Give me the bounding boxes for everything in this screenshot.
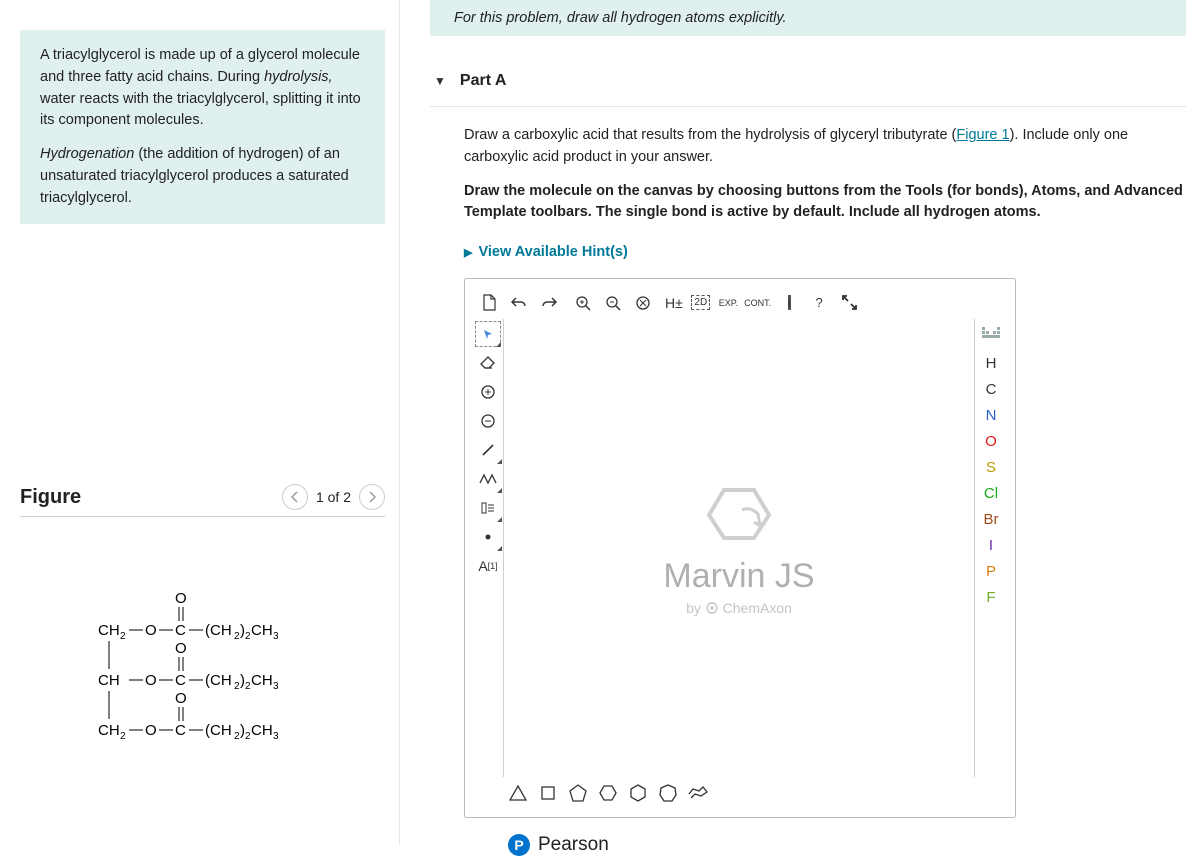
marvin-watermark: Marvin JS by ChemAxon	[663, 480, 814, 616]
hexagon-template[interactable]	[597, 782, 619, 804]
radical-tool[interactable]	[475, 524, 501, 550]
zoom-fit-button[interactable]	[629, 289, 657, 317]
theory-info-box: A triacylglycerol is made up of a glycer…	[20, 30, 385, 224]
info-button[interactable]: i	[775, 289, 803, 317]
contract-button[interactable]: CONT.	[742, 289, 773, 317]
info-paragraph-1: A triacylglycerol is made up of a glycer…	[40, 45, 365, 132]
left-toolbar: A[1]	[473, 319, 503, 777]
top-toolbar: H± 2D EXP. CONT. i ?	[473, 287, 1007, 319]
selection-tool[interactable]	[475, 321, 501, 347]
svg-text:CH: CH	[251, 672, 273, 689]
svg-text:3: 3	[273, 631, 279, 642]
svg-text:(CH: (CH	[205, 722, 232, 739]
2d-clean-button[interactable]: 2D	[687, 289, 715, 317]
undo-button[interactable]	[505, 289, 533, 317]
chain-tool[interactable]	[475, 466, 501, 492]
triangle-right-icon: ▶	[464, 245, 472, 262]
svg-text:CH: CH	[98, 672, 120, 689]
question-text-1: Draw a carboxylic acid that results from…	[464, 125, 1186, 169]
atom-i-button[interactable]: I	[978, 533, 1004, 559]
zoom-in-button[interactable]	[569, 289, 597, 317]
pearson-icon: P	[508, 834, 530, 856]
view-hints-button[interactable]: ▶ View Available Hint(s)	[464, 242, 628, 264]
svg-text:2: 2	[120, 731, 126, 742]
single-bond-tool[interactable]	[475, 437, 501, 463]
triangle-template[interactable]	[507, 782, 529, 804]
figure-next-button[interactable]	[359, 484, 385, 510]
atoms-toolbar: HCNOSClBrIPF	[975, 319, 1007, 777]
svg-text:CH: CH	[251, 622, 273, 639]
svg-text:O: O	[145, 672, 157, 689]
part-a-header[interactable]: ▼ Part A	[430, 62, 1186, 107]
instruction-banner: For this problem, draw all hydrogen atom…	[430, 0, 1186, 36]
svg-text:O: O	[175, 690, 187, 707]
charge-minus-tool[interactable]	[475, 408, 501, 434]
svg-text:C: C	[175, 672, 186, 689]
figure-1-link[interactable]: Figure 1	[956, 127, 1009, 143]
atom-n-button[interactable]: N	[978, 403, 1004, 429]
svg-text:CH: CH	[251, 722, 273, 739]
svg-text:3: 3	[273, 681, 279, 692]
svg-text:O: O	[175, 590, 187, 607]
pearson-branding: P Pearson	[508, 834, 1186, 856]
isotope-tool[interactable]: A[1]	[475, 553, 501, 579]
square-template[interactable]	[537, 782, 559, 804]
help-button[interactable]: ?	[805, 289, 833, 317]
charge-plus-tool[interactable]	[475, 379, 501, 405]
marvin-editor: H± 2D EXP. CONT. i ?	[464, 278, 1016, 818]
templates-toolbar	[473, 777, 1007, 809]
info-paragraph-2: Hydrogenation (the addition of hydrogen)…	[40, 144, 365, 209]
chemical-structure-figure: .ct { font: 15px Arial; } .cs { font: 10…	[20, 587, 385, 760]
eraser-tool[interactable]	[475, 350, 501, 376]
atom-br-button[interactable]: Br	[978, 507, 1004, 533]
atom-h-button[interactable]: H	[978, 351, 1004, 377]
svg-text:(CH: (CH	[205, 672, 232, 689]
figure-prev-button[interactable]	[282, 484, 308, 510]
periodic-table-button[interactable]	[978, 321, 1004, 347]
question-text-2: Draw the molecule on the canvas by choos…	[464, 181, 1186, 225]
atom-p-button[interactable]: P	[978, 559, 1004, 585]
figure-header: Figure 1 of 2	[20, 484, 385, 517]
part-label: Part A	[460, 72, 507, 90]
svg-text:O: O	[145, 622, 157, 639]
zoom-out-button[interactable]	[599, 289, 627, 317]
svg-text:CH: CH	[98, 622, 120, 639]
atom-c-button[interactable]: C	[978, 377, 1004, 403]
hydrogens-toggle-button[interactable]: H±	[663, 289, 685, 317]
svg-text:O: O	[175, 640, 187, 657]
expand-button[interactable]: EXP.	[717, 289, 740, 317]
fullscreen-button[interactable]	[835, 289, 863, 317]
svg-text:CH: CH	[98, 722, 120, 739]
svg-text:C: C	[175, 722, 186, 739]
template-tool[interactable]	[475, 495, 501, 521]
hexagon-icon	[663, 480, 814, 551]
atom-f-button[interactable]: F	[978, 585, 1004, 611]
pentagon-template[interactable]	[567, 782, 589, 804]
atom-cl-button[interactable]: Cl	[978, 481, 1004, 507]
figure-title: Figure	[20, 486, 81, 509]
atom-s-button[interactable]: S	[978, 455, 1004, 481]
heptagon-template[interactable]	[657, 782, 679, 804]
redo-button[interactable]	[535, 289, 563, 317]
chevron-down-icon: ▼	[434, 74, 446, 88]
new-document-button[interactable]	[475, 289, 503, 317]
svg-text:O: O	[145, 722, 157, 739]
atom-o-button[interactable]: O	[978, 429, 1004, 455]
drawing-canvas[interactable]: Marvin JS by ChemAxon	[503, 319, 975, 777]
svg-text:2: 2	[120, 631, 126, 642]
figure-count: 1 of 2	[316, 489, 351, 505]
hexagon2-template[interactable]	[627, 782, 649, 804]
chair-template[interactable]	[687, 782, 709, 804]
svg-text:3: 3	[273, 731, 279, 742]
svg-text:C: C	[175, 622, 186, 639]
svg-text:(CH: (CH	[205, 622, 232, 639]
